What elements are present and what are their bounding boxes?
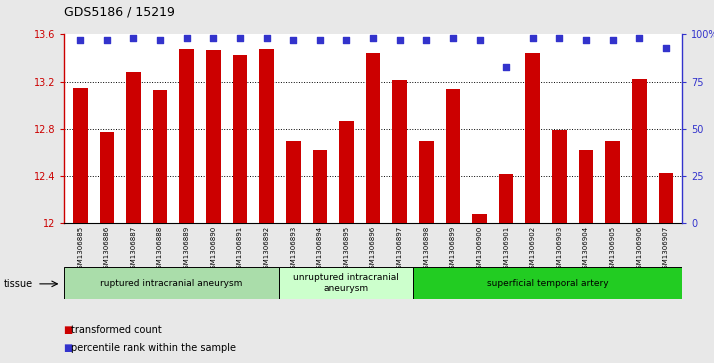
- Point: [154, 37, 166, 43]
- Bar: [153, 90, 167, 223]
- Text: ■: ■: [64, 343, 76, 354]
- Point: [341, 37, 352, 43]
- Bar: [233, 54, 247, 223]
- Point: [474, 37, 486, 43]
- Bar: [552, 130, 567, 223]
- Bar: [279, 267, 413, 299]
- Bar: [472, 214, 487, 223]
- Point: [580, 37, 592, 43]
- Point: [101, 37, 113, 43]
- Point: [660, 45, 672, 50]
- Point: [208, 35, 219, 41]
- Bar: [526, 53, 540, 223]
- Point: [74, 37, 86, 43]
- Bar: [419, 141, 433, 223]
- Text: unruptured intracranial
aneurysm: unruptured intracranial aneurysm: [293, 273, 399, 293]
- Point: [447, 35, 458, 41]
- Point: [527, 35, 538, 41]
- Bar: [179, 49, 194, 223]
- Bar: [286, 141, 301, 223]
- Point: [181, 35, 193, 41]
- Point: [421, 37, 432, 43]
- Text: transformed count: transformed count: [71, 325, 162, 335]
- Point: [261, 35, 272, 41]
- Point: [607, 37, 618, 43]
- Bar: [64, 267, 279, 299]
- Bar: [73, 87, 88, 223]
- Text: ■: ■: [64, 325, 76, 335]
- Text: superficial temporal artery: superficial temporal artery: [487, 279, 608, 287]
- Point: [128, 35, 139, 41]
- Bar: [99, 132, 114, 223]
- Bar: [366, 53, 381, 223]
- Bar: [605, 141, 620, 223]
- Bar: [339, 121, 353, 223]
- Bar: [206, 50, 221, 223]
- Point: [314, 37, 326, 43]
- Bar: [499, 174, 513, 223]
- Bar: [632, 79, 647, 223]
- Point: [553, 35, 565, 41]
- Text: percentile rank within the sample: percentile rank within the sample: [71, 343, 236, 354]
- Bar: [446, 89, 461, 223]
- Point: [234, 35, 246, 41]
- Bar: [126, 72, 141, 223]
- Bar: [313, 150, 327, 223]
- Point: [394, 37, 406, 43]
- Bar: [658, 172, 673, 223]
- Point: [501, 64, 512, 69]
- Bar: [413, 267, 682, 299]
- Point: [633, 35, 645, 41]
- Point: [288, 37, 299, 43]
- Bar: [259, 49, 274, 223]
- Text: GDS5186 / 15219: GDS5186 / 15219: [64, 5, 175, 19]
- Bar: [393, 81, 407, 223]
- Text: ruptured intracranial aneurysm: ruptured intracranial aneurysm: [101, 279, 243, 287]
- Point: [367, 35, 378, 41]
- Bar: [579, 150, 593, 223]
- Text: tissue: tissue: [4, 279, 33, 289]
